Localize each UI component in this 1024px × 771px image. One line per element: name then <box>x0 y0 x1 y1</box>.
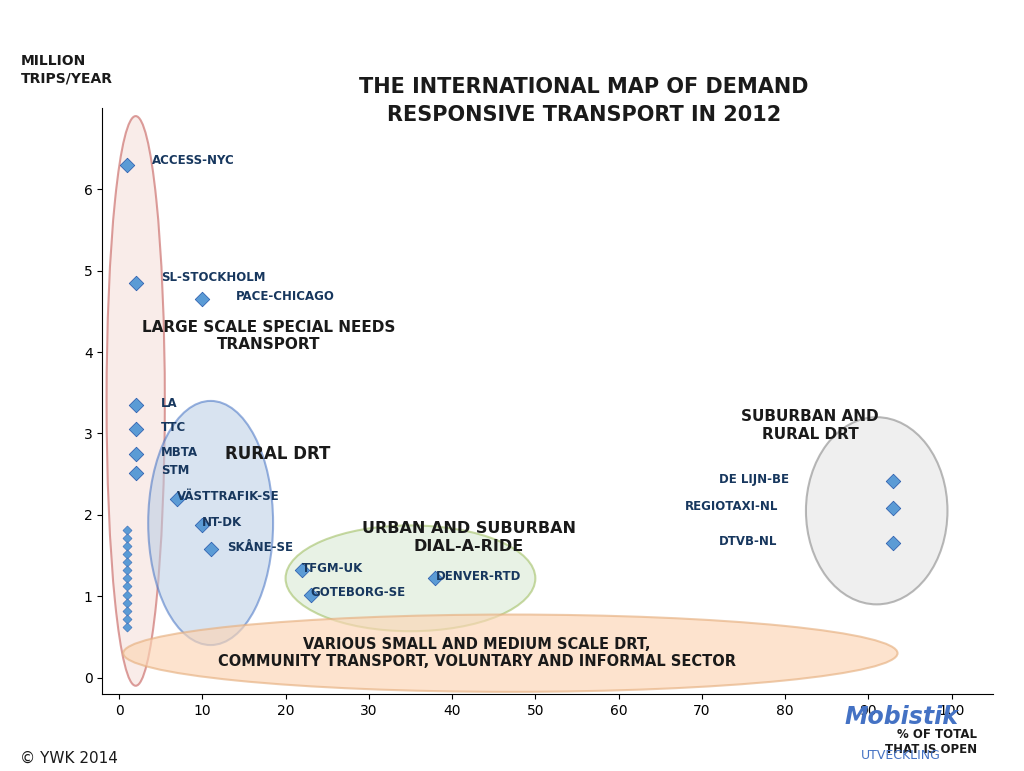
Text: DENVER-RTD: DENVER-RTD <box>435 571 521 583</box>
Text: URBAN AND SUBURBAN
DIAL-A-RIDE: URBAN AND SUBURBAN DIAL-A-RIDE <box>361 521 575 554</box>
Text: STM: STM <box>161 464 189 477</box>
Point <box>885 474 901 487</box>
Ellipse shape <box>106 116 165 685</box>
Point <box>119 588 135 601</box>
Point <box>294 564 310 577</box>
Text: % OF TOTAL
THAT IS OPEN: % OF TOTAL THAT IS OPEN <box>885 728 977 756</box>
Text: TTC: TTC <box>161 421 186 434</box>
Point <box>128 277 144 289</box>
Point <box>302 588 318 601</box>
Text: MILLION
TRIPS/YEAR: MILLION TRIPS/YEAR <box>20 54 113 86</box>
Point <box>885 537 901 550</box>
Point <box>195 518 211 530</box>
Point <box>119 581 135 593</box>
Ellipse shape <box>286 526 536 631</box>
Point <box>169 493 185 505</box>
Text: SUBURBAN AND
RURAL DRT: SUBURBAN AND RURAL DRT <box>741 409 879 442</box>
Text: MBTA: MBTA <box>161 446 198 459</box>
Text: Mobistik: Mobistik <box>844 705 958 729</box>
Text: THE INTERNATIONAL MAP OF DEMAND
RESPONSIVE TRANSPORT IN 2012: THE INTERNATIONAL MAP OF DEMAND RESPONSI… <box>359 77 808 125</box>
Point <box>128 466 144 479</box>
Ellipse shape <box>123 614 897 692</box>
Point <box>119 531 135 544</box>
Point <box>119 597 135 609</box>
Text: VARIOUS SMALL AND MEDIUM SCALE DRT,
COMMUNITY TRANSPORT, VOLUNTARY AND INFORMAL : VARIOUS SMALL AND MEDIUM SCALE DRT, COMM… <box>218 637 736 669</box>
Point <box>128 448 144 460</box>
Ellipse shape <box>148 401 273 645</box>
Point <box>195 293 211 305</box>
Text: SL-STOCKHOLM: SL-STOCKHOLM <box>161 271 265 284</box>
Point <box>119 621 135 633</box>
Point <box>119 547 135 560</box>
Point <box>119 604 135 617</box>
Text: PACE-CHICAGO: PACE-CHICAGO <box>236 290 335 303</box>
Text: LA: LA <box>161 397 177 410</box>
Text: LARGE SCALE SPECIAL NEEDS
TRANSPORT: LARGE SCALE SPECIAL NEEDS TRANSPORT <box>142 320 395 352</box>
Text: ACCESS-NYC: ACCESS-NYC <box>153 154 236 167</box>
Point <box>119 613 135 625</box>
Point <box>119 524 135 536</box>
Text: REGIOTAXI-NL: REGIOTAXI-NL <box>685 500 778 513</box>
Point <box>128 423 144 436</box>
Point <box>885 502 901 514</box>
Ellipse shape <box>806 417 947 604</box>
Text: © YWK 2014: © YWK 2014 <box>20 751 119 766</box>
Text: DTVB-NL: DTVB-NL <box>719 535 777 548</box>
Point <box>119 564 135 577</box>
Text: GOTEBORG-SE: GOTEBORG-SE <box>310 587 406 600</box>
Text: VÄSTTRAFIK-SE: VÄSTTRAFIK-SE <box>177 490 280 503</box>
Text: RURAL DRT: RURAL DRT <box>224 445 330 463</box>
Point <box>119 540 135 552</box>
Point <box>119 572 135 584</box>
Point <box>119 159 135 171</box>
Point <box>128 399 144 411</box>
Text: SKÅNE-SE: SKÅNE-SE <box>227 541 293 554</box>
Text: NT-DK: NT-DK <box>203 517 243 530</box>
Point <box>203 543 219 555</box>
Text: TFGM-UK: TFGM-UK <box>302 562 364 575</box>
Text: UTVECKLING: UTVECKLING <box>861 749 941 762</box>
Point <box>119 556 135 568</box>
Text: DE LIJN-BE: DE LIJN-BE <box>719 473 788 486</box>
Point <box>427 572 443 584</box>
